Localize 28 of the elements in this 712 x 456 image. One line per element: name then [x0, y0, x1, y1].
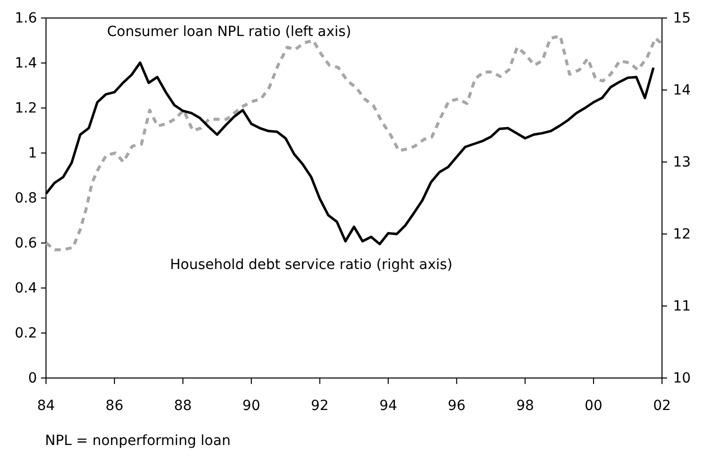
x-tick-label: 92	[310, 398, 329, 414]
x-tick-label: 84	[37, 398, 55, 414]
y-tick-label: 1.4	[14, 55, 38, 72]
y2-tick-label: 13	[673, 154, 691, 170]
y-tick-label: 0.6	[14, 235, 38, 252]
y-tick-label: 1.2	[14, 100, 37, 116]
x-tick-label: 86	[106, 398, 124, 414]
y-tick-label: 0.8	[14, 190, 37, 206]
x-tick-label: 00	[584, 398, 602, 414]
y-tick-label: 1.6	[14, 10, 38, 26]
y-tick-label: 0	[28, 370, 37, 386]
y-tick-label: 0.2	[14, 325, 37, 342]
y2-tick-label: 14	[673, 82, 691, 98]
y2-tick-label: 15	[673, 10, 691, 26]
x-tick-label: 94	[379, 398, 398, 414]
x-tick-label: 90	[242, 398, 260, 414]
x-tick-label: 88	[174, 398, 192, 414]
y-tick-label: 1	[28, 145, 37, 162]
y-tick-label: 0.4	[14, 280, 38, 296]
x-tick-label: 02	[653, 398, 671, 414]
x-tick-label: 96	[448, 398, 466, 414]
y2-tick-label: 10	[673, 370, 691, 386]
x-tick-label: 98	[516, 398, 534, 414]
text: NPL = nonperforming loan	[45, 433, 231, 449]
text: Consumer loan NPL ratio (left axis)	[107, 24, 352, 40]
text: Household debt service ratio (right axis)	[170, 256, 453, 273]
y2-tick-label: 11	[673, 298, 691, 314]
y2-tick-label: 12	[673, 226, 691, 242]
